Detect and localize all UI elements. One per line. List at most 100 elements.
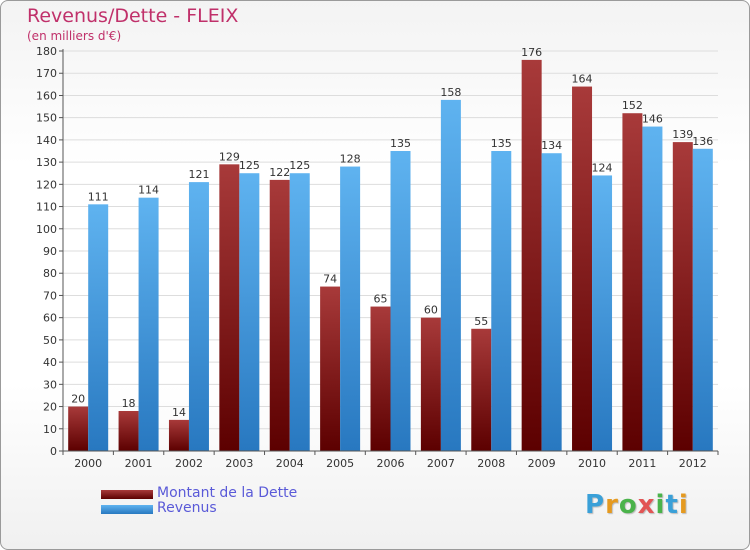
data-label-dette: 74 [323,273,337,286]
bar-dette [68,406,89,451]
x-tick-label: 2010 [578,457,606,470]
data-label-dette: 152 [622,99,643,112]
data-label-dette: 65 [374,293,388,306]
data-label-dette: 60 [424,304,438,317]
logo-letter: x [637,490,656,520]
data-label-revenus: 125 [239,159,260,172]
data-label-dette: 55 [474,315,488,328]
logo-letter: o [618,490,638,520]
logo-letter: i [678,490,689,520]
data-label-revenus: 135 [390,137,411,150]
y-tick-label: 10 [43,423,57,436]
chart-title: Revenus/Dette - FLEIX [27,5,239,27]
data-label-dette: 18 [122,397,136,410]
x-tick-label: 2006 [377,457,405,470]
x-tick-label: 2001 [125,457,153,470]
bar-revenus [289,173,310,451]
y-tick-label: 20 [43,401,57,414]
legend-label-dette: Montant de la Dette [157,485,298,501]
y-tick-label: 90 [43,245,57,258]
y-tick-label: 110 [36,201,57,214]
bar-dette [168,419,189,451]
data-label-revenus: 125 [289,159,310,172]
x-tick-label: 2003 [225,457,253,470]
logo-letter: t [665,490,679,520]
bar-revenus [440,99,461,451]
bar-dette [320,286,341,451]
logo-letter: r [605,490,619,520]
y-tick-label: 100 [36,223,57,236]
legend-label-revenus: Revenus [157,500,217,516]
bar-dette [370,306,391,451]
legend-swatch-dette [101,490,153,499]
y-tick-label: 80 [43,267,57,280]
data-label-revenus: 146 [642,113,663,126]
bar-dette [572,86,593,452]
data-label-revenus: 128 [340,153,361,166]
proxiti-logo: Proxiti [585,490,689,520]
bar-dette [269,179,290,451]
data-label-revenus: 111 [88,190,109,203]
legend-swatch-revenus [101,505,153,514]
data-label-revenus: 121 [188,168,209,181]
bar-dette [219,164,240,452]
bar-revenus [138,197,159,451]
data-label-dette: 20 [71,393,85,406]
y-tick-label: 120 [36,178,57,191]
bar-revenus [239,173,260,451]
bar-revenus [390,151,411,451]
chart-subtitle: (en milliers d'€) [27,29,122,43]
data-label-dette: 164 [572,73,593,86]
bar-dette [420,317,441,451]
y-tick-label: 70 [43,289,57,302]
data-label-revenus: 134 [541,139,562,152]
bar-revenus [188,182,209,451]
x-tick-label: 2007 [427,457,455,470]
y-tick-label: 50 [43,334,57,347]
data-label-dette: 176 [521,46,542,59]
bar-revenus [692,148,713,451]
data-label-revenus: 158 [440,86,461,99]
y-tick-label: 140 [36,134,57,147]
data-label-dette: 139 [672,128,693,141]
y-tick-label: 150 [36,112,57,125]
data-label-dette: 14 [172,406,186,419]
x-tick-label: 2012 [679,457,707,470]
bar-dette [118,411,139,451]
y-tick-label: 130 [36,156,57,169]
bar-dette [672,142,693,451]
bar-dette [622,113,643,451]
x-tick-label: 2009 [528,457,556,470]
x-tick-label: 2002 [175,457,203,470]
data-label-revenus: 135 [491,137,512,150]
bar-dette [521,59,542,452]
y-tick-label: 180 [36,45,57,58]
y-tick-label: 0 [50,445,57,458]
bar-revenus [541,153,562,451]
bar-revenus [592,175,613,451]
y-tick-label: 40 [43,356,57,369]
bar-revenus [88,204,109,451]
x-tick-label: 2011 [628,457,656,470]
logo-letter: P [585,490,606,520]
data-label-dette: 122 [269,166,290,179]
data-label-revenus: 124 [592,161,613,174]
x-tick-label: 2008 [477,457,505,470]
data-label-revenus: 136 [692,135,713,148]
y-tick-label: 60 [43,312,57,325]
bar-revenus [340,166,361,452]
x-tick-label: 2000 [74,457,102,470]
bar-revenus [642,126,663,452]
y-tick-label: 160 [36,89,57,102]
bar-revenus [491,151,512,451]
x-tick-label: 2004 [276,457,304,470]
logo-letter: i [655,490,666,520]
bar-dette [471,328,492,451]
y-tick-label: 170 [36,67,57,80]
x-tick-label: 2005 [326,457,354,470]
data-label-dette: 129 [219,150,240,163]
data-label-revenus: 114 [138,184,159,197]
y-tick-label: 30 [43,378,57,391]
